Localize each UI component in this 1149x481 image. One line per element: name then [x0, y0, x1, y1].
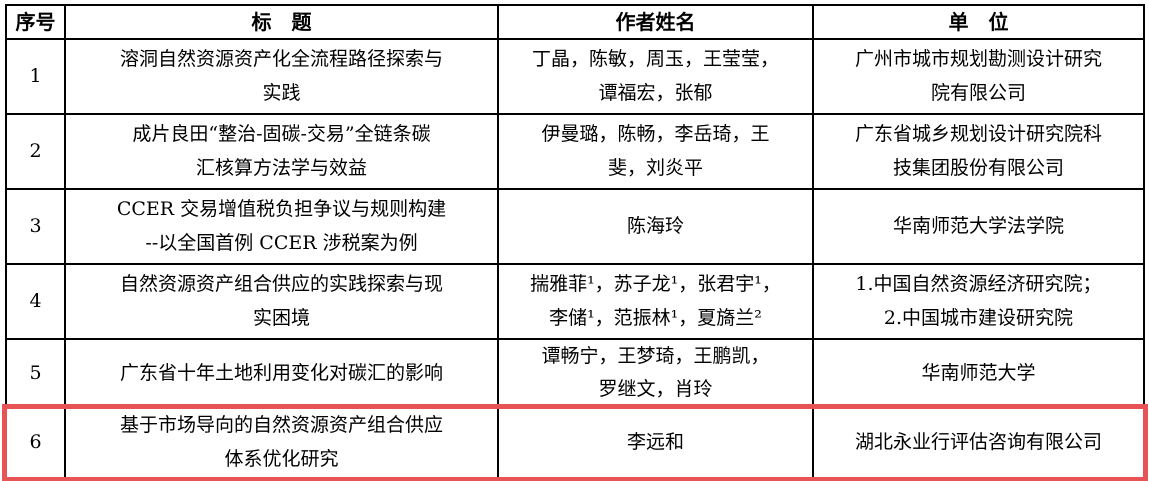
authors-cell: 揣雅菲¹，苏子龙¹，张君宇¹， 李储¹，范振林¹，夏旖兰²: [497, 263, 814, 340]
unit-cell: 华南师范大学法学院: [812, 188, 1145, 265]
authors-cell: 陈海玲: [497, 188, 814, 265]
table-row: 4 自然资源资产组合供应的实践探索与现 实困境 揣雅菲¹，苏子龙¹，张君宇¹， …: [5, 263, 1145, 340]
paper-title-cell: 广东省十年土地利用变化对碳汇的影响: [64, 338, 499, 409]
col-header-unit: 单 位: [812, 4, 1145, 40]
col-header-title: 标 题: [64, 4, 499, 40]
paper-title-cell: 自然资源资产组合供应的实践探索与现 实困境: [64, 263, 499, 340]
paper-title-cell: CCER 交易增值税负担争议与规则构建 --以全国首例 CCER 涉税案为例: [64, 188, 499, 265]
table-row: [5, 476, 1145, 481]
authors-cell: 伊曼璐，陈畅，李岳琦，王 斐，刘炎平: [497, 113, 814, 190]
table-row: 2 成片良田“整治-固碳-交易”全链条碳 汇核算方法学与效益 伊曼璐，陈畅，李岳…: [5, 113, 1145, 190]
unit-cell: 广州市城市规划勘测设计研究 院有限公司: [812, 38, 1145, 115]
row-index-cell: 6: [5, 406, 66, 479]
authors-cell: 谭畅宁，王梦琦，王鹏凯， 罗继文，肖玲: [497, 338, 814, 409]
unit-cell: 华南师范大学: [812, 338, 1145, 409]
paper-title-cell: [64, 476, 499, 481]
unit-cell: 1.中国自然资源经济研究院； 2.中国城市建设研究院: [812, 263, 1145, 340]
table-row: 6 基于市场导向的自然资源资产组合供应 体系优化研究 李远和 湖北永业行评估咨询…: [2, 403, 1148, 481]
unit-cell: 湖北永业行评估咨询有限公司: [812, 406, 1145, 479]
row-index-cell: 2: [5, 113, 66, 190]
col-header-index: 序号: [5, 4, 66, 40]
unit-cell: 广东省城乡规划设计研究院科 技集团股份有限公司: [812, 113, 1145, 190]
unit-cell: [812, 476, 1145, 481]
row-index-cell: 5: [5, 338, 66, 409]
authors-cell: 李远和: [497, 406, 814, 479]
table-row: 3 CCER 交易增值税负担争议与规则构建 --以全国首例 CCER 涉税案为例…: [5, 188, 1145, 265]
row-index-cell: [5, 476, 66, 481]
row-index-cell: 3: [5, 188, 66, 265]
table-row: 5 广东省十年土地利用变化对碳汇的影响 谭畅宁，王梦琦，王鹏凯， 罗继文，肖玲 …: [5, 338, 1145, 409]
row-index-cell: 4: [5, 263, 66, 340]
paper-title-cell: 基于市场导向的自然资源资产组合供应 体系优化研究: [64, 406, 499, 479]
table-header-row: 序号 标 题 作者姓名 单 位: [5, 4, 1145, 40]
authors-cell: [497, 476, 814, 481]
paper-title-cell: 溶洞自然资源资产化全流程路径探索与 实践: [64, 38, 499, 115]
authors-cell: 丁晶，陈敏，周玉，王莹莹， 谭福宏，张郁: [497, 38, 814, 115]
table-row: 1 溶洞自然资源资产化全流程路径探索与 实践 丁晶，陈敏，周玉，王莹莹， 谭福宏…: [5, 38, 1145, 115]
paper-title-cell: 成片良田“整治-固碳-交易”全链条碳 汇核算方法学与效益: [64, 113, 499, 190]
papers-table: 序号 标 题 作者姓名 单 位 1 溶洞自然资源资产化全流程路径探索与 实践 丁…: [2, 4, 1148, 481]
col-header-authors: 作者姓名: [497, 4, 814, 40]
row-index-cell: 1: [5, 38, 66, 115]
